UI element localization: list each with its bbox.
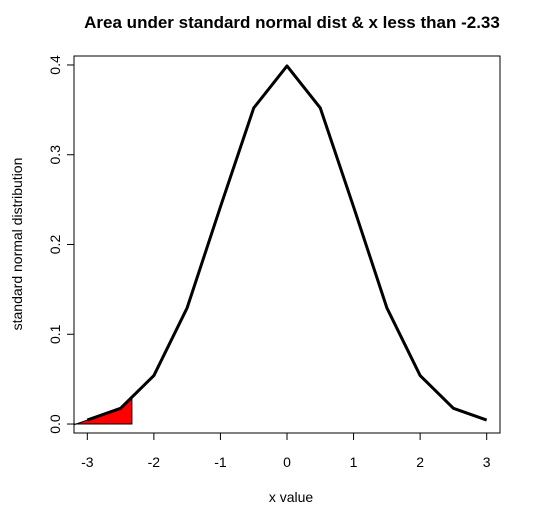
y-tick-label: 0.3 — [47, 145, 63, 165]
y-tick-label: 0.4 — [47, 55, 63, 75]
chart-title: Area under standard normal dist & x less… — [84, 13, 500, 32]
y-tick-label: 0.0 — [47, 414, 63, 434]
x-axis-label: x value — [269, 489, 314, 505]
x-tick-label: 2 — [416, 454, 424, 470]
x-tick-label: 3 — [483, 454, 491, 470]
density-curve — [86, 64, 488, 422]
x-tick-label: 0 — [283, 454, 291, 470]
y-axis: 0.0 0.1 0.2 0.3 0.4 — [47, 55, 75, 434]
y-axis-label: standard normal distribution — [9, 158, 25, 331]
y-tick-label: 0.2 — [47, 235, 63, 255]
x-axis: -3 -2 -1 0 1 2 3 — [81, 432, 491, 470]
x-tick-label: -2 — [148, 454, 161, 470]
plot-frame — [73, 55, 501, 434]
x-tick-label: 1 — [350, 454, 358, 470]
y-tick-label: 0.1 — [47, 324, 63, 344]
shaded-region — [73, 395, 133, 426]
x-tick-label: -1 — [214, 454, 227, 470]
plot-area — [73, 64, 488, 426]
x-tick-label: -3 — [81, 454, 94, 470]
